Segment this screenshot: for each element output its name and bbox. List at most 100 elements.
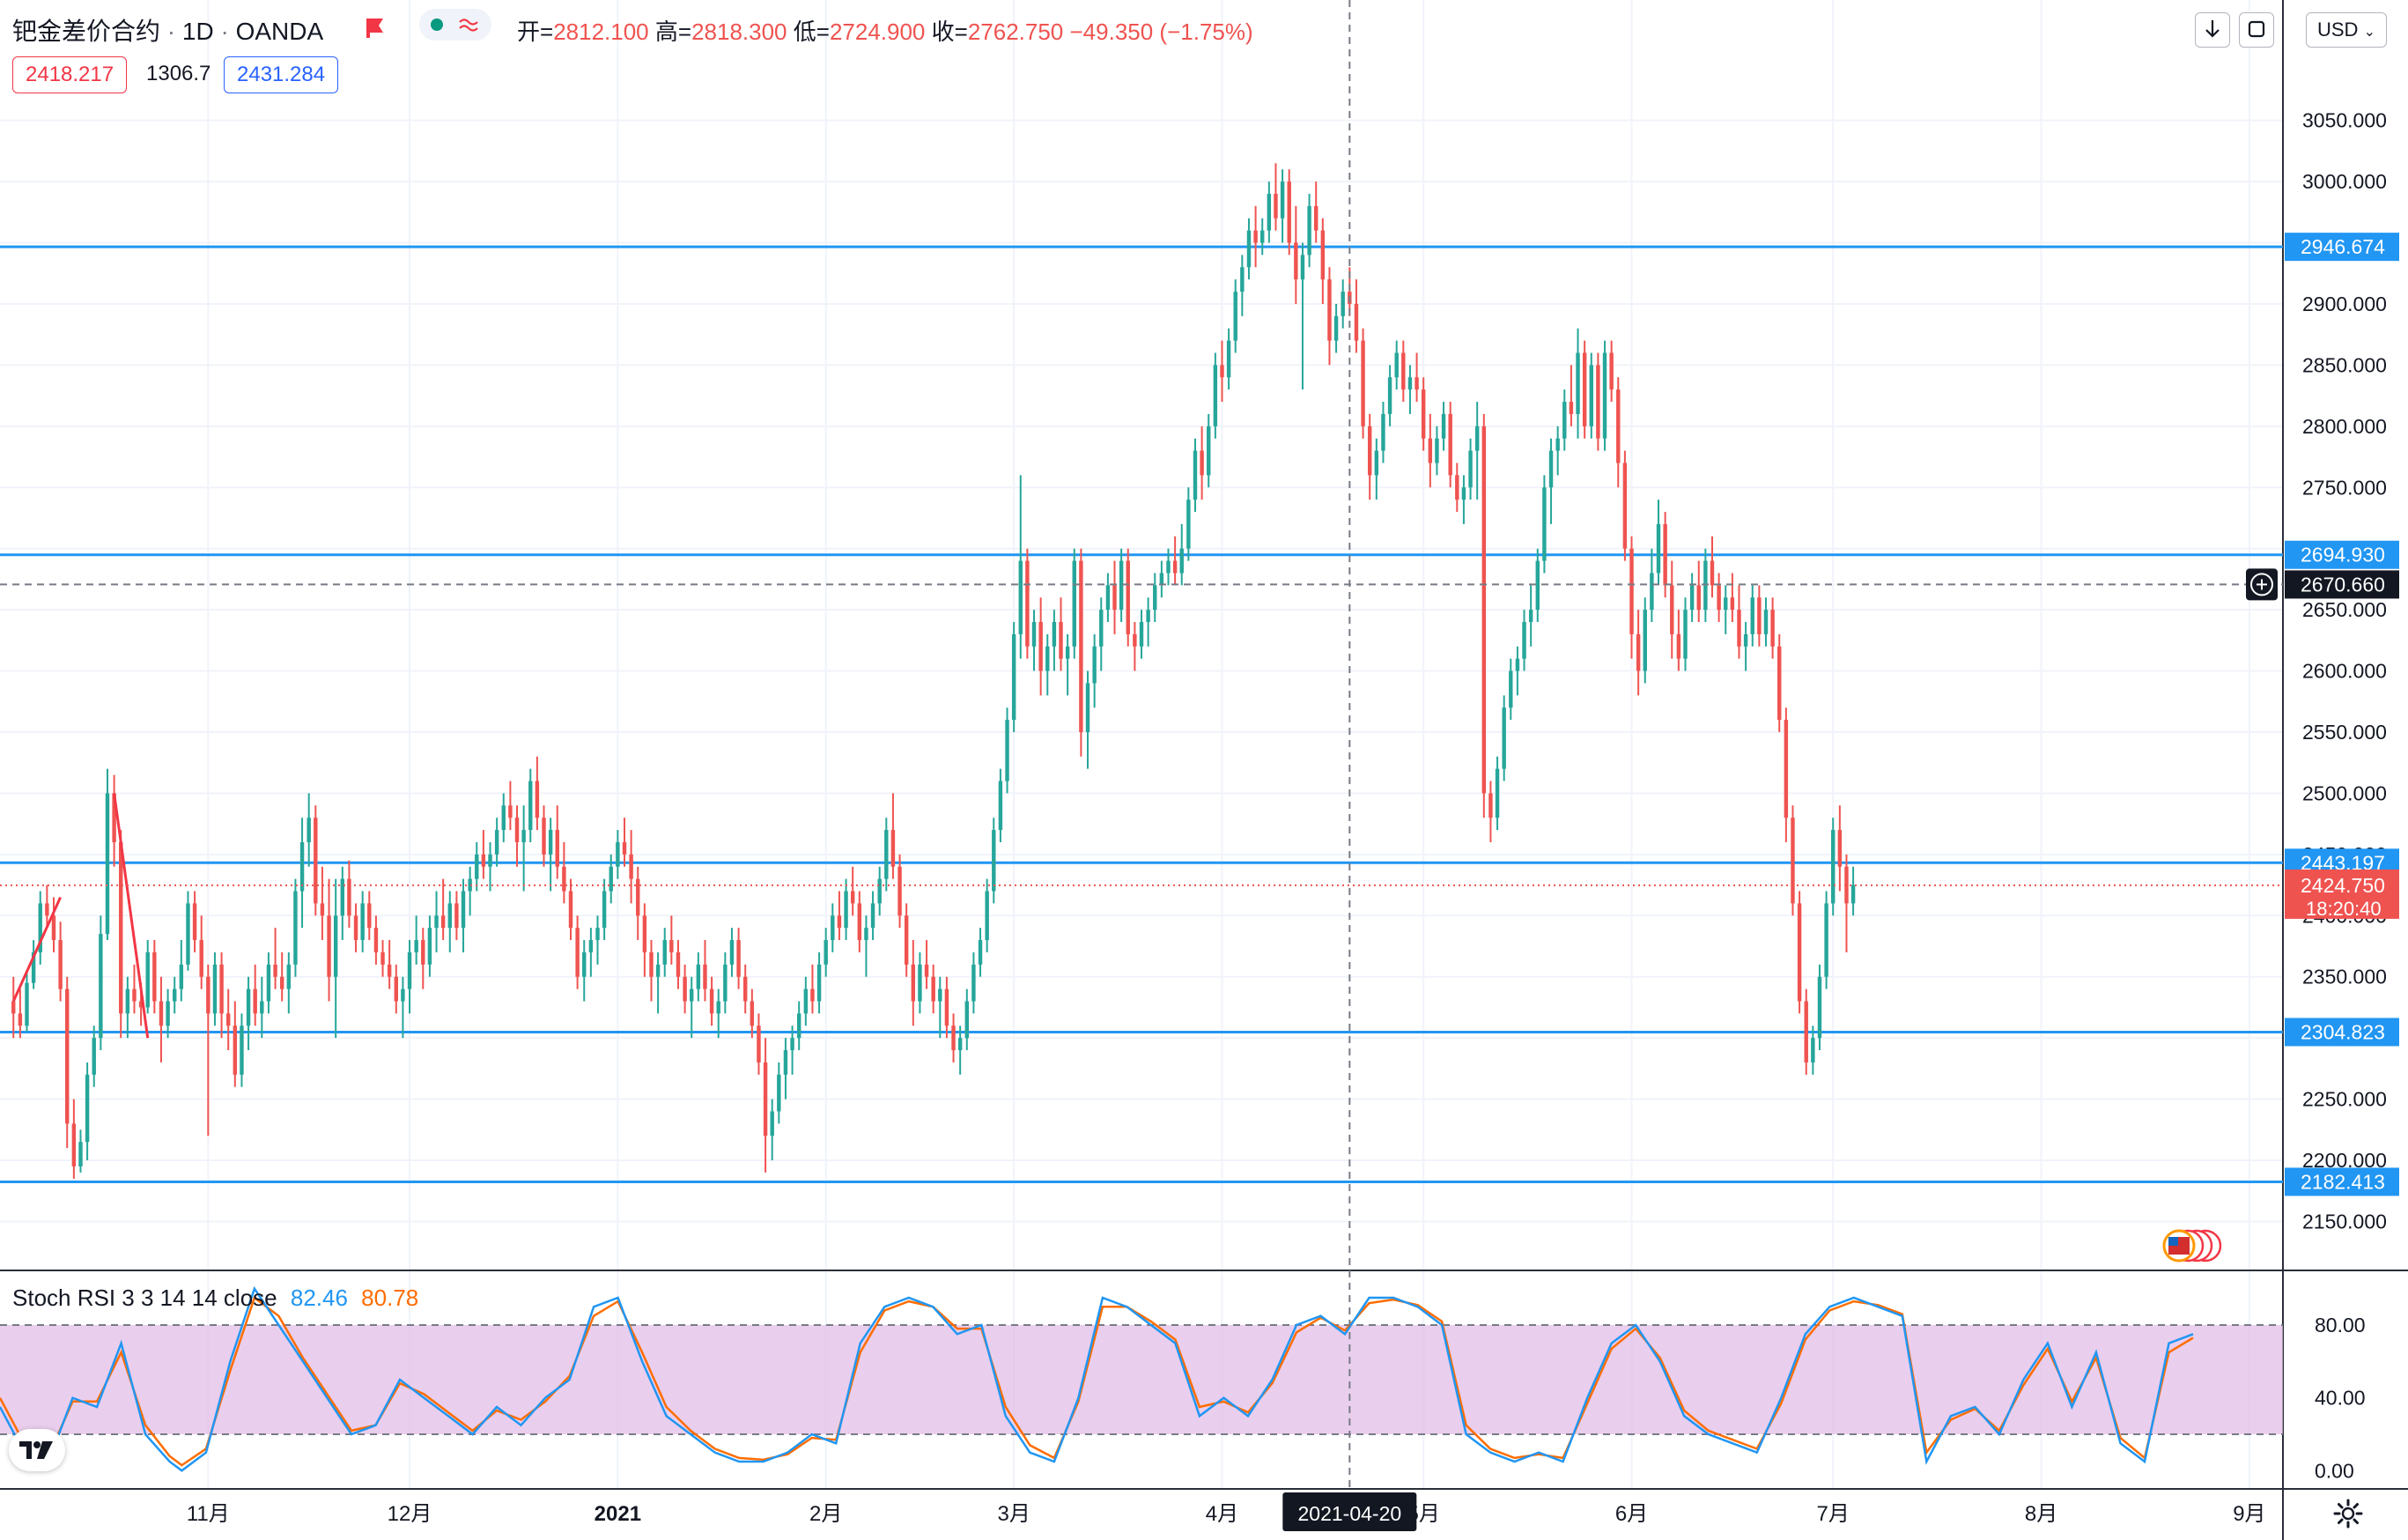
- candle: [770, 1099, 774, 1161]
- candle: [166, 988, 170, 1039]
- candle-body: [219, 964, 224, 1014]
- candlestick-series[interactable]: [11, 163, 1856, 1179]
- candle-body: [299, 841, 305, 892]
- time-tick-label: 12月: [388, 1502, 432, 1526]
- candle: [857, 891, 862, 952]
- candle: [307, 793, 311, 867]
- candle-body: [655, 964, 661, 977]
- candle-body: [568, 891, 573, 929]
- candle: [145, 940, 150, 1014]
- candle-body: [314, 818, 318, 904]
- chevron-down-icon: ⌄: [2363, 25, 2375, 40]
- candle: [219, 951, 224, 1039]
- crosshair: [0, 0, 2283, 1489]
- candle-body: [1186, 500, 1191, 549]
- candle-body: [125, 988, 130, 1014]
- candle: [568, 878, 573, 941]
- candle-body: [1656, 523, 1661, 574]
- horizontal-levels[interactable]: [0, 245, 2283, 1183]
- candle-body: [1636, 633, 1641, 671]
- candle: [957, 1025, 963, 1075]
- gear-icon[interactable]: [2332, 1498, 2364, 1529]
- fullscreen-button[interactable]: [2239, 12, 2274, 48]
- candle-body: [212, 964, 218, 1014]
- candle-body: [1253, 230, 1258, 243]
- candle: [1528, 585, 1533, 647]
- candle-body: [1435, 438, 1439, 463]
- status-pill[interactable]: [419, 9, 491, 41]
- candle-body: [528, 781, 533, 831]
- candle: [347, 860, 351, 929]
- candle: [1542, 475, 1547, 574]
- buy-price-button[interactable]: 2431.284: [224, 56, 339, 93]
- candle: [716, 988, 720, 1039]
- candle-body: [548, 830, 553, 855]
- candle: [992, 818, 996, 904]
- candle-body: [1717, 585, 1721, 611]
- candle-body: [857, 903, 862, 941]
- candle: [1582, 340, 1587, 439]
- candle-body: [1515, 658, 1520, 671]
- candle: [380, 940, 385, 977]
- candle: [837, 891, 842, 941]
- candle: [1401, 340, 1406, 403]
- candle-body: [92, 1038, 96, 1075]
- candle-body: [468, 878, 472, 892]
- candle-body: [985, 891, 989, 941]
- candle-body: [353, 915, 358, 941]
- candle-body: [45, 903, 49, 916]
- candle-body: [1072, 560, 1076, 647]
- candle-body: [225, 1013, 231, 1026]
- candle: [199, 915, 203, 989]
- stoch-rsi-lines: [0, 1285, 2194, 1472]
- candle: [454, 891, 459, 941]
- price-axis[interactable]: 2150.0002200.0002250.0002300.0002350.000…: [2302, 109, 2387, 1233]
- candle-body: [1085, 683, 1090, 732]
- candle: [173, 976, 177, 1014]
- candle: [340, 866, 345, 941]
- scroll-to-realtime-button[interactable]: [2195, 12, 2230, 48]
- exchange: OANDA: [235, 18, 324, 45]
- candle: [1320, 218, 1326, 304]
- tradingview-logo[interactable]: [9, 1429, 65, 1471]
- candle: [824, 928, 828, 977]
- candle-body: [481, 854, 486, 867]
- candle-body: [1079, 560, 1083, 732]
- currency-selector[interactable]: USD ⌄: [2306, 12, 2387, 48]
- candle: [1374, 438, 1379, 500]
- candle: [622, 818, 627, 867]
- price-tick-label: 2600.000: [2302, 660, 2387, 683]
- candle: [1562, 389, 1567, 451]
- candle: [1791, 805, 1795, 916]
- candle-body: [279, 976, 284, 989]
- candle-body: [992, 830, 996, 892]
- candle-body: [757, 1025, 761, 1062]
- sell-price-button[interactable]: 2418.217: [12, 56, 128, 93]
- flag-icon[interactable]: [364, 16, 387, 39]
- candle: [1428, 413, 1433, 488]
- indicator-legend[interactable]: Stoch RSI 3 3 14 14 close 82.46 80.78: [12, 1285, 418, 1312]
- candle-body: [1052, 622, 1057, 647]
- candle: [1421, 377, 1426, 451]
- economic-events-icon[interactable]: [2162, 1229, 2222, 1262]
- candle: [286, 951, 292, 1014]
- candle: [1092, 633, 1097, 708]
- candle-body: [1280, 181, 1285, 218]
- candle-body: [998, 781, 1003, 831]
- candle-body: [166, 1001, 170, 1026]
- candle-body: [1294, 242, 1298, 280]
- candle: [1233, 279, 1237, 353]
- candle-body: [1562, 402, 1567, 439]
- candle-body: [514, 818, 520, 842]
- candle: [18, 988, 23, 1039]
- candle-body: [1791, 818, 1795, 904]
- candle-body: [696, 964, 701, 989]
- symbol-title[interactable]: 钯金差价合约 · 1D · OANDA: [12, 18, 324, 45]
- candle: [1260, 218, 1265, 255]
- candle: [394, 964, 398, 1014]
- candle: [246, 976, 251, 1051]
- trend-lines[interactable]: [11, 793, 150, 1039]
